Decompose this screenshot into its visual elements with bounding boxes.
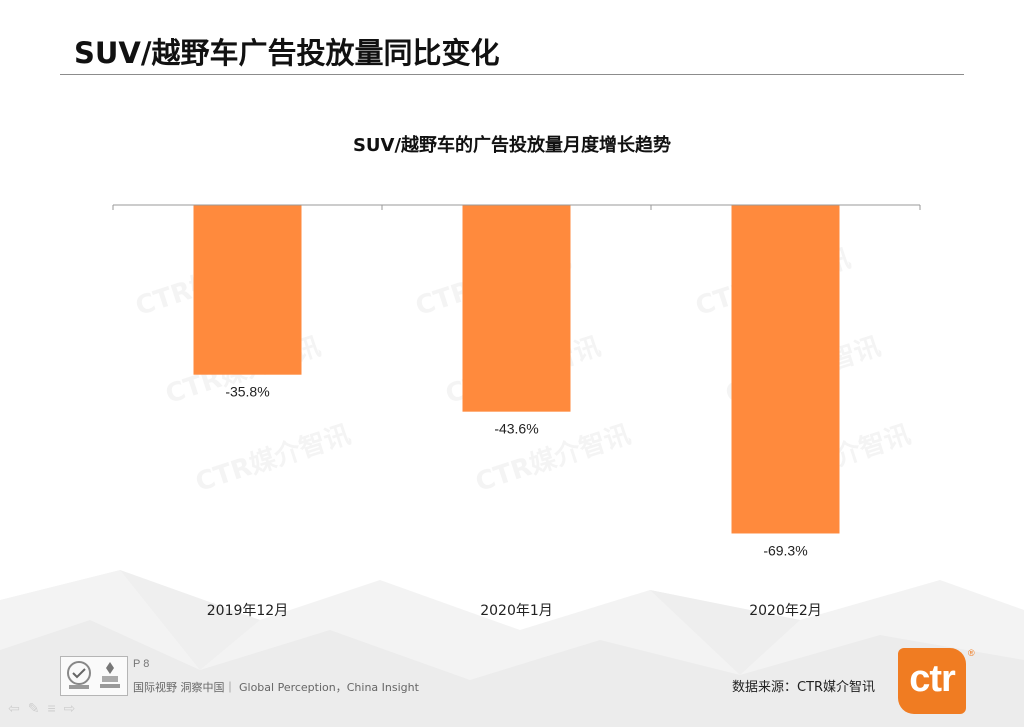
back-arrow-icon[interactable]: ⇦ bbox=[8, 700, 28, 716]
ukas-certification-icon bbox=[100, 662, 120, 688]
bar bbox=[462, 205, 571, 412]
data-source: 数据来源：CTR媒介智讯 bbox=[732, 680, 876, 695]
ctr-logo: ctr bbox=[898, 648, 966, 714]
pen-icon[interactable]: ✎ bbox=[27, 700, 48, 716]
sgs-certification-icon bbox=[67, 661, 91, 689]
slide-nav-icons[interactable]: ⇦✎≡⇨ bbox=[8, 700, 83, 717]
chart-title: SUV/越野车的广告投放量月度增长趋势 bbox=[352, 135, 672, 156]
certification-logos bbox=[60, 656, 128, 696]
page-title: SUV/越野车广告投放量同比变化 bbox=[74, 36, 500, 70]
data-label: -69.3% bbox=[763, 542, 807, 558]
data-label: -43.6% bbox=[494, 421, 538, 437]
menu-icon[interactable]: ≡ bbox=[47, 700, 64, 716]
page-number: P 8 bbox=[133, 658, 150, 670]
forward-arrow-icon[interactable]: ⇨ bbox=[63, 700, 84, 716]
background-polygon-texture bbox=[0, 570, 1024, 727]
category-label: 2020年2月 bbox=[749, 603, 822, 619]
category-label: 2020年1月 bbox=[480, 603, 553, 619]
bar-chart: -35.8% 2019年12月 -43.6% 2020年1月 -69.3% 2020年2月 bbox=[112, 204, 921, 619]
registered-mark: ® bbox=[968, 648, 975, 658]
footer-slogan: 国际视野 洞察中国｜ Global Perception，China Insig… bbox=[133, 681, 419, 694]
category-label: 2019年12月 bbox=[207, 603, 288, 619]
bar bbox=[731, 205, 840, 534]
bar bbox=[193, 205, 302, 375]
data-label: -35.8% bbox=[225, 384, 269, 400]
title-divider bbox=[60, 74, 964, 75]
